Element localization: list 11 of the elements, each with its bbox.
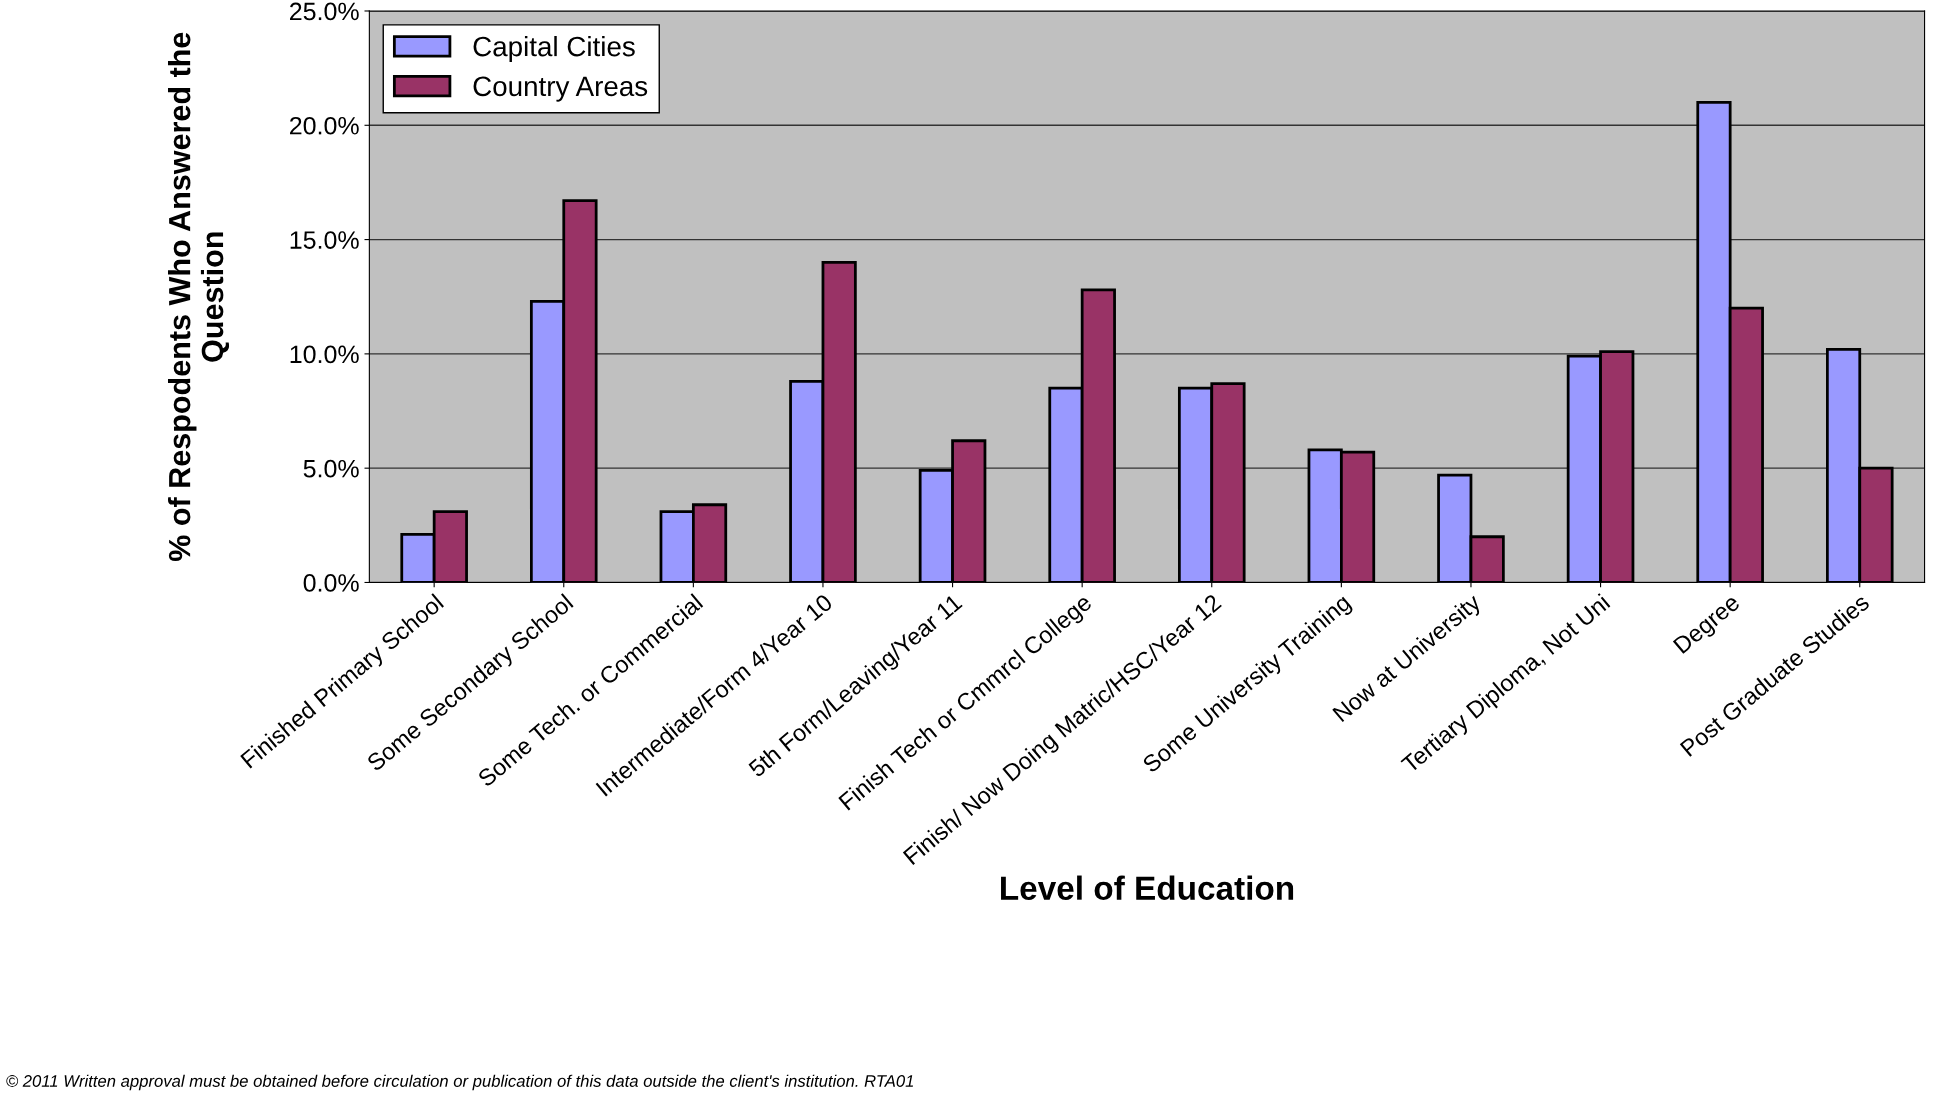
y-tick-label: 25.0% [290, 2, 359, 21]
y-tick-label: 20.0% [290, 116, 359, 135]
y-tick-label: 0.0% [303, 574, 359, 592]
text: © 2011 Written approval must be obtained before circulation or publication of this data outside the client's institution. RTA01 [6, 1074, 914, 1091]
x-axis-title: Level of Education [1001, 875, 1294, 901]
y-tick-label: 5.0% [303, 459, 359, 478]
y-axis-title: % of Respodents Who Answered the Question [168, 32, 230, 562]
legend-label: Country Areas [473, 76, 648, 102]
legend-label: Capital Cities [473, 35, 635, 62]
y-tick-label: 15.0% [290, 231, 359, 249]
y-tick-label: 10.0% [290, 345, 359, 364]
